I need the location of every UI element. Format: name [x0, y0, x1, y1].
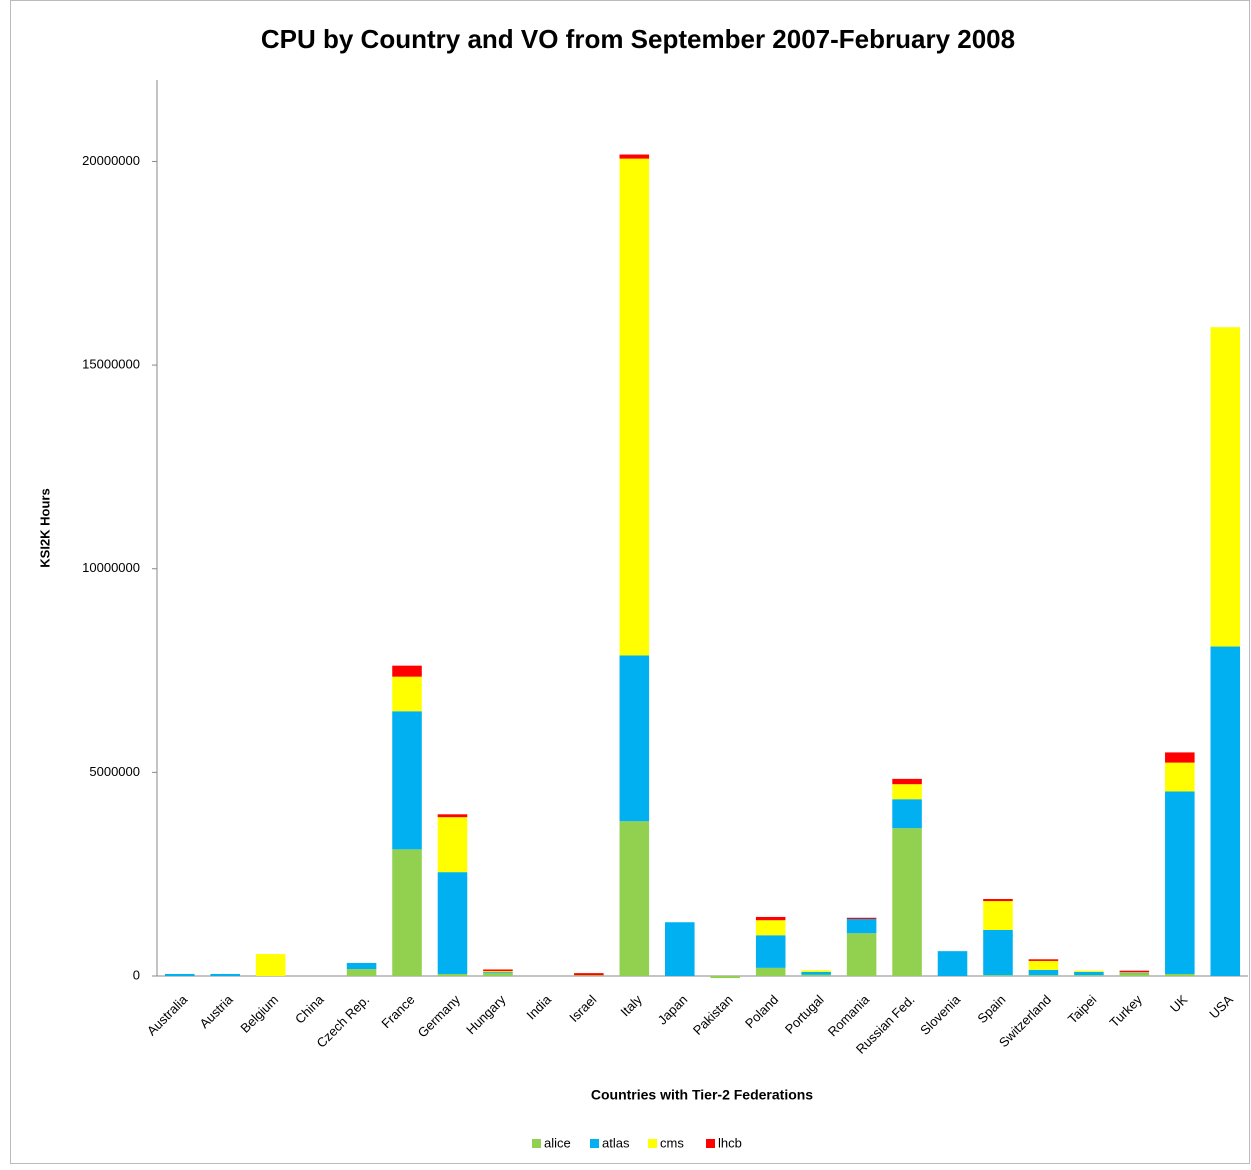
- legend-label: alice: [544, 1135, 571, 1150]
- y-tick-label: 20000000: [82, 153, 140, 168]
- legend-label: cms: [660, 1135, 684, 1150]
- bar-segment: [437, 872, 468, 974]
- bar-segment: [437, 814, 468, 818]
- bar-segment: [846, 918, 877, 934]
- legend-swatch: [590, 1139, 599, 1148]
- bar-segment: [892, 778, 922, 785]
- bar-segment: [1165, 752, 1195, 763]
- x-tick-label: Germany: [415, 992, 464, 1041]
- bar-segment: [483, 971, 513, 972]
- y-axis-title: KSI2K Hours: [37, 488, 52, 567]
- bar-segment: [1028, 959, 1059, 961]
- bar-segment: [1165, 791, 1195, 974]
- x-tick-label: India: [523, 991, 554, 1022]
- y-tick-label: 10000000: [82, 560, 140, 575]
- bar-segment: [892, 784, 922, 800]
- bar-segment: [1119, 973, 1150, 974]
- x-tick-label: Israel: [566, 992, 599, 1025]
- x-tick-label: Belgium: [237, 992, 281, 1036]
- bar-segment: [846, 917, 877, 919]
- bar-segment: [983, 975, 1013, 976]
- bar-segment: [619, 655, 650, 822]
- bar-segment: [1028, 969, 1059, 976]
- bar-segment: [483, 971, 513, 973]
- x-tick-label: France: [378, 992, 417, 1031]
- bar-segment: [619, 158, 650, 656]
- x-tick-label: Austria: [197, 991, 237, 1031]
- x-tick-label: Spain: [974, 992, 1008, 1026]
- legend-swatch: [706, 1139, 715, 1148]
- bar-segment: [437, 817, 468, 873]
- x-tick-label: UK: [1167, 992, 1191, 1016]
- bar-segment: [574, 973, 604, 976]
- bar-segment: [1074, 971, 1104, 976]
- bar-segment: [164, 973, 195, 976]
- bar-segment: [801, 974, 831, 976]
- bar-segment: [1119, 973, 1150, 976]
- bar-segment: [664, 922, 695, 976]
- y-tick-label: 5000000: [89, 764, 140, 779]
- x-tick-label: USA: [1206, 992, 1236, 1022]
- bar-segment: [755, 920, 786, 936]
- x-tick-label: Japan: [655, 992, 691, 1028]
- bar-segment: [392, 711, 422, 850]
- x-tick-label: Slovenia: [917, 991, 963, 1037]
- bar-segment: [755, 916, 786, 921]
- bar-segment: [892, 799, 922, 829]
- bar-segment: [846, 933, 877, 976]
- legend-swatch: [648, 1139, 657, 1148]
- bar-segment: [1074, 970, 1104, 972]
- bar-segment: [801, 970, 831, 972]
- x-tick-label: Portugal: [782, 992, 827, 1037]
- bar-segment: [392, 676, 422, 712]
- bar-segment: [210, 973, 240, 976]
- bar-segment: [755, 935, 786, 968]
- bar-segment: [392, 849, 422, 976]
- bar-segment: [983, 901, 1013, 930]
- bar-segment: [255, 954, 286, 976]
- bar-segment: [1210, 646, 1241, 976]
- bar-segment: [1074, 975, 1104, 976]
- bar-segment: [1210, 327, 1241, 647]
- bar-segment: [574, 975, 604, 976]
- bar-segment: [983, 929, 1013, 976]
- bar-segment: [437, 973, 468, 976]
- bar-segment: [1165, 973, 1195, 976]
- chart-title: CPU by Country and VO from September 200…: [261, 24, 1015, 54]
- bar-segment: [755, 967, 786, 976]
- bar-segment: [483, 972, 513, 976]
- bar-segment: [346, 962, 377, 970]
- x-tick-label: Hungary: [463, 992, 509, 1038]
- y-tick-label: 0: [133, 967, 140, 982]
- y-tick-label: 15000000: [82, 357, 140, 372]
- x-axis-title: Countries with Tier-2 Federations: [591, 1087, 813, 1103]
- bar-segment: [983, 899, 1013, 902]
- x-tick-label: Pakistan: [690, 992, 736, 1038]
- bar-segment: [1119, 972, 1150, 974]
- legend-label: lhcb: [718, 1135, 742, 1150]
- x-tick-label: China: [292, 991, 327, 1026]
- bar-segment: [1165, 762, 1195, 792]
- bar-segment: [619, 821, 650, 976]
- bar-segment: [892, 828, 922, 976]
- bar-segment: [1028, 975, 1059, 976]
- x-tick-label: Taipei: [1065, 992, 1100, 1027]
- bar-segment: [710, 976, 741, 979]
- bar-segment: [801, 971, 831, 975]
- x-tick-label: Italy: [617, 992, 645, 1020]
- legend-label: atlas: [602, 1135, 630, 1150]
- bar-segment: [937, 951, 968, 976]
- bar-segment: [619, 154, 650, 159]
- x-tick-label: Turkey: [1107, 992, 1146, 1031]
- bar-segment: [346, 969, 377, 976]
- bar-segment: [483, 969, 513, 972]
- bar-segment: [1119, 970, 1150, 973]
- x-tick-label: Australia: [144, 991, 191, 1038]
- x-tick-label: Poland: [742, 992, 781, 1031]
- chart-frame: [10, 0, 1250, 1164]
- legend-swatch: [532, 1139, 541, 1148]
- bar-segment: [392, 665, 422, 677]
- bar-segment: [1028, 960, 1059, 970]
